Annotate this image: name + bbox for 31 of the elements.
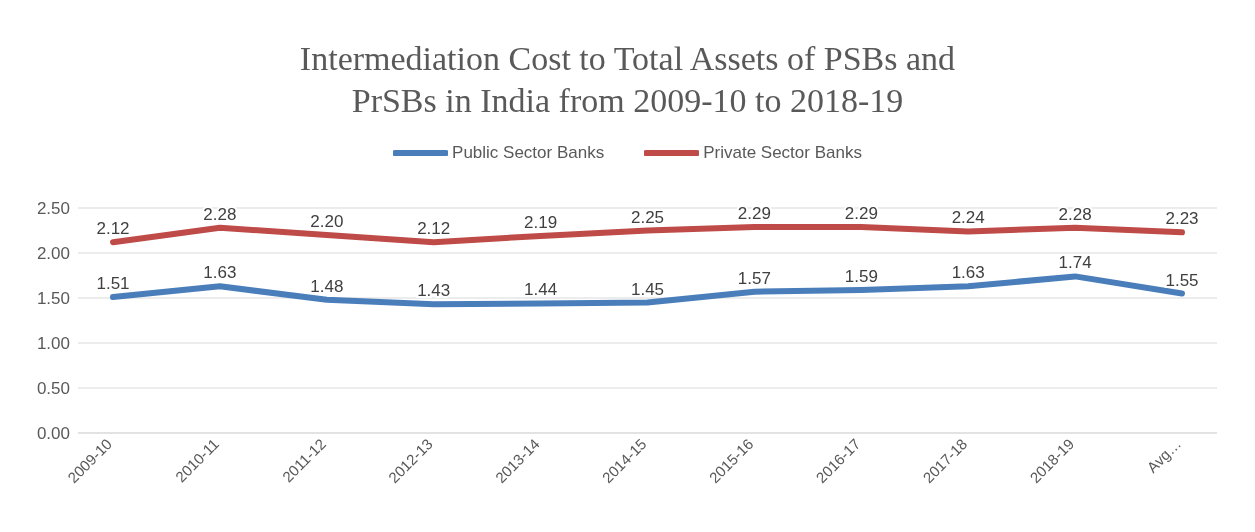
data-label: 1.45	[630, 279, 665, 299]
y-tick-label: 1.00	[36, 334, 70, 354]
data-label: 1.55	[1165, 270, 1199, 290]
data-label: 2.29	[737, 203, 771, 223]
y-tick-label: 0.00	[36, 424, 70, 444]
data-label: 1.57	[737, 268, 771, 288]
data-label: 1.51	[96, 274, 130, 294]
data-label: 2.23	[1165, 209, 1199, 229]
data-label: 2.25	[630, 207, 665, 227]
chart-title: Intermediation Cost to Total Assets of PSBs and PrSBs in India from 2009-10 to 2018-19	[298, 39, 957, 121]
data-label: 1.48	[310, 276, 344, 296]
data-label: 1.43	[417, 281, 451, 301]
data-label: 1.59	[844, 266, 878, 286]
y-tick-label: 2.50	[36, 199, 70, 219]
y-tick-label: 2.00	[36, 244, 70, 264]
data-label: 2.24	[951, 208, 985, 228]
data-label: 1.63	[951, 263, 985, 283]
data-label: 2.19	[524, 212, 558, 232]
data-label: 2.29	[844, 203, 878, 223]
legend-label: Private Sector Banks	[703, 143, 862, 163]
data-label: 2.28	[1058, 204, 1092, 224]
data-label: 2.20	[310, 212, 344, 231]
data-label: 2.12	[417, 219, 451, 239]
data-label: 1.74	[1058, 253, 1092, 273]
data-label: 2.28	[203, 204, 237, 224]
data-label: 1.44	[524, 280, 558, 300]
data-label: 1.63	[203, 263, 237, 283]
y-tick-label: 0.50	[36, 379, 70, 399]
data-label: 2.12	[96, 219, 130, 239]
y-tick-label: 1.50	[36, 289, 70, 309]
legend-label: Public Sector Banks	[452, 143, 605, 163]
